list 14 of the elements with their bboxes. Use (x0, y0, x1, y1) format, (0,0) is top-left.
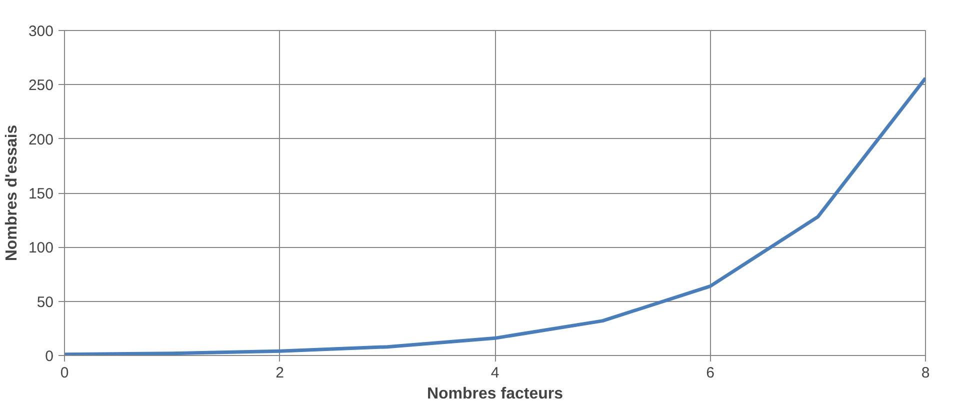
y-tick-label: 200 (28, 131, 54, 148)
y-tick-label: 0 (45, 348, 54, 365)
y-tick-label: 100 (28, 240, 54, 257)
y-axis-title: Nombres d'essais (3, 124, 20, 262)
x-tick-label: 2 (276, 364, 284, 382)
y-tick-label: 300 (28, 23, 54, 40)
y-tick-label: 250 (28, 77, 54, 94)
x-tick-label: 6 (706, 364, 714, 382)
x-tick-label: 8 (921, 364, 930, 382)
x-axis-title: Nombres facteurs (426, 386, 564, 402)
y-tick-label: 150 (28, 186, 54, 202)
x-tick-label: 0 (60, 364, 69, 382)
x-tick-label: 4 (490, 364, 500, 382)
y-tick-label: 50 (36, 294, 54, 311)
